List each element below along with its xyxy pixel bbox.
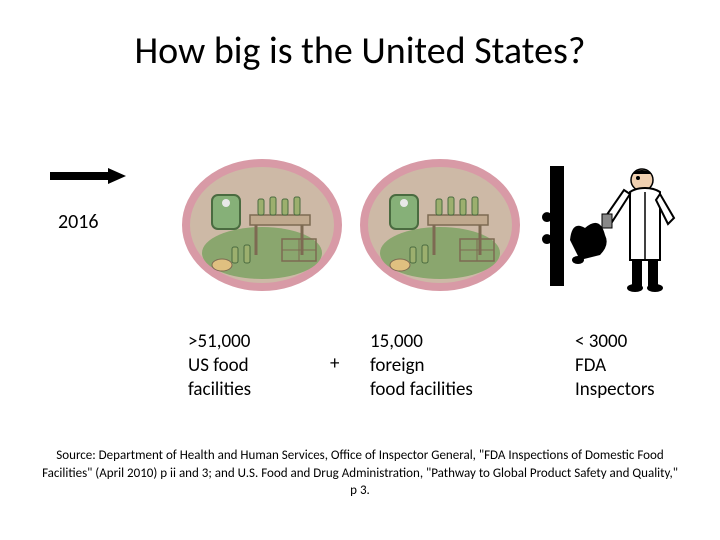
page-title: How big is the United States? xyxy=(0,28,720,74)
inspector-icon xyxy=(550,160,680,300)
year-label: 2016 xyxy=(58,210,99,234)
factory-us-icon xyxy=(182,155,342,295)
label-foreign-line2: foreign xyxy=(370,354,425,377)
label-us-line1: >51,000 xyxy=(188,330,250,353)
label-insp-line2: FDA xyxy=(575,354,606,377)
label-us-line2: US food xyxy=(188,354,249,377)
label-foreign-line3: food facilities xyxy=(370,378,473,401)
label-us-facilities: >51,000 US food facilities xyxy=(188,330,308,401)
arrow-shaft xyxy=(50,172,110,180)
label-foreign-line1: 15,000 xyxy=(370,330,423,353)
label-foreign-facilities: 15,000 foreign food facilities xyxy=(370,330,530,401)
label-us-line3: facilities xyxy=(188,378,251,401)
arrow-head xyxy=(108,168,126,184)
source-citation: Source: Department of Health and Human S… xyxy=(38,447,682,500)
label-inspectors: < 3000 FDA Inspectors xyxy=(575,330,695,401)
label-insp-line3: Inspectors xyxy=(575,378,655,401)
slide: How big is the United States? 2016 xyxy=(0,0,720,540)
plus-sign: + xyxy=(330,352,339,375)
factory-foreign-icon xyxy=(360,155,520,295)
arrow-icon xyxy=(50,168,130,184)
label-insp-line1: < 3000 xyxy=(575,330,627,353)
